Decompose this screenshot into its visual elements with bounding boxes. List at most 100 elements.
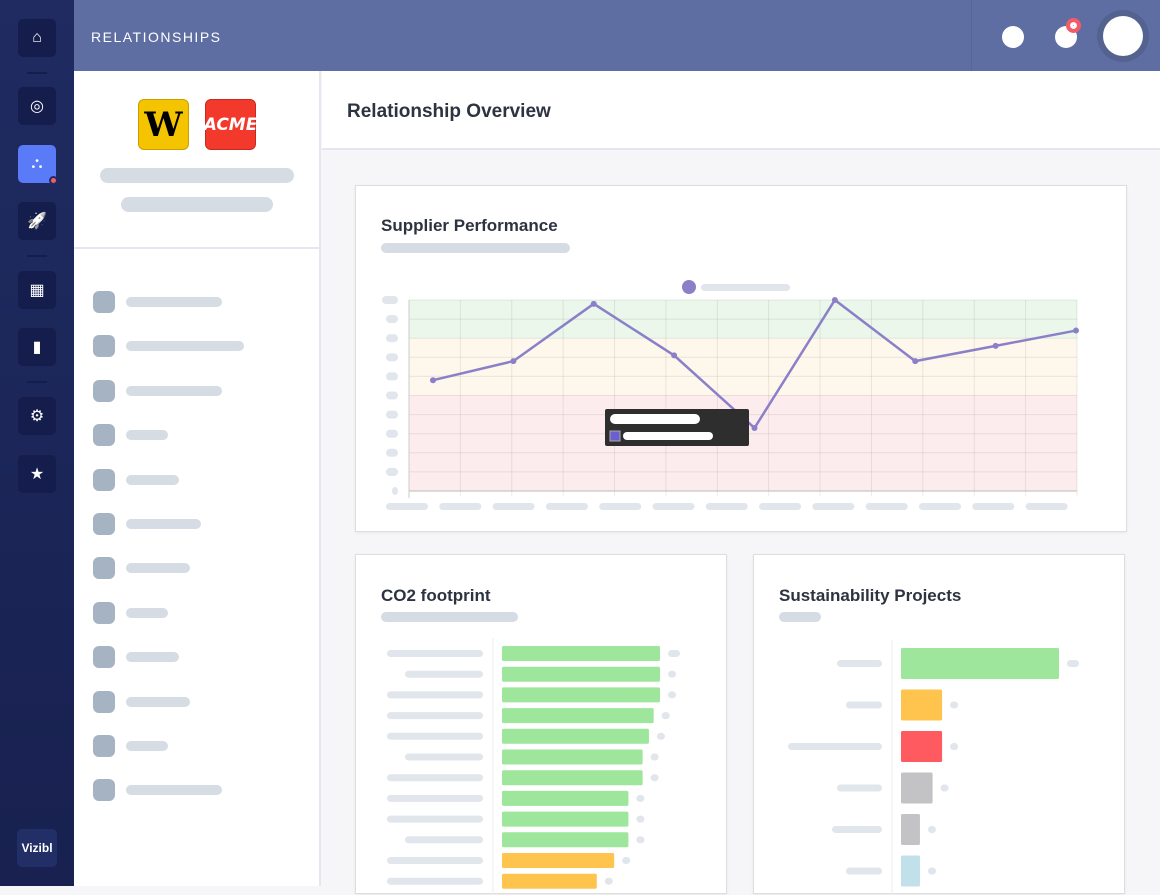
bar [502, 749, 643, 765]
category-label-placeholder [788, 743, 882, 750]
y-tick-label-placeholder [386, 334, 398, 343]
list-item-label-placeholder [126, 519, 201, 529]
bar [502, 666, 660, 682]
bar [502, 832, 629, 848]
data-point [912, 358, 919, 365]
bar [502, 687, 660, 703]
value-label-placeholder [636, 815, 645, 823]
list-item-icon [93, 601, 115, 624]
list-item-icon [93, 690, 115, 713]
list-item-label-placeholder [126, 785, 222, 796]
home-icon: ⌂ [32, 29, 42, 46]
legend-marker [682, 280, 696, 294]
y-tick-label-placeholder [386, 410, 398, 419]
category-label-placeholder [846, 701, 882, 709]
list-item-icon [93, 424, 115, 447]
panel-divider [74, 247, 319, 249]
category-label-placeholder [387, 691, 483, 699]
help-icon[interactable] [1002, 26, 1024, 48]
value-label-placeholder [656, 732, 665, 740]
category-label-placeholder [387, 815, 483, 823]
co2-footprint-chart [387, 638, 680, 895]
card-subtitle-placeholder [381, 612, 518, 622]
x-tick-label-placeholder [812, 503, 855, 510]
list-item-label-placeholder [126, 696, 190, 707]
avatar[interactable] [1103, 16, 1143, 56]
list-item-icon [93, 646, 115, 669]
value-label-placeholder [940, 784, 949, 792]
bar [901, 648, 1059, 679]
value-label-placeholder [636, 836, 645, 844]
tooltip-title-placeholder [610, 414, 700, 424]
value-label-placeholder [950, 701, 959, 709]
list-item-icon [93, 513, 115, 535]
nav-button-building[interactable]: ▦ [18, 271, 56, 309]
rocket-icon: 🚀 [27, 213, 47, 230]
category-label-placeholder [387, 857, 483, 864]
value-label-placeholder [668, 691, 676, 699]
data-point [831, 297, 838, 303]
page-title: Relationship Overview [347, 101, 551, 122]
list-item-label-placeholder [126, 741, 168, 751]
relationship-subtitle-placeholder [121, 197, 273, 212]
category-label-placeholder [405, 753, 483, 761]
nav-button-gear[interactable]: ⚙ [18, 397, 56, 435]
data-point [671, 352, 678, 359]
list-item-icon [93, 557, 115, 580]
header-divider [971, 0, 972, 71]
card-subtitle-placeholder [381, 243, 570, 253]
main-nav: ⌂ ◎ ⛬ 🚀 ▦ ▮ ⚙ ★ Vizibl [0, 0, 74, 886]
supplier-logo-acme: ACME [204, 99, 257, 150]
category-label-placeholder [387, 877, 483, 885]
data-point [751, 424, 758, 431]
list-item-icon [93, 335, 115, 358]
star-icon: ★ [29, 466, 45, 483]
performance-band [409, 300, 1077, 339]
nav-button-target[interactable]: ◎ [18, 87, 56, 125]
nav-button-bar-chart[interactable]: ▮ [18, 328, 56, 366]
brand-logo[interactable]: Vizibl [17, 829, 57, 867]
supplier-performance-chart [382, 280, 1079, 510]
bar [901, 731, 943, 762]
list-item-label-placeholder [126, 341, 244, 352]
list-item-icon [93, 379, 115, 402]
category-label-placeholder [387, 712, 483, 720]
value-label-placeholder [927, 867, 936, 875]
list-item-label-placeholder [126, 430, 168, 441]
bar [901, 689, 943, 721]
card-subtitle-placeholder [779, 612, 821, 622]
category-label-placeholder [387, 650, 483, 657]
value-label-placeholder [604, 877, 613, 885]
y-tick-label-placeholder [386, 429, 398, 438]
list-item-icon [93, 779, 115, 802]
category-label-placeholder [405, 670, 483, 678]
category-label-placeholder [387, 794, 483, 802]
card-title: Sustainability Projects [779, 586, 962, 605]
nav-button-star[interactable]: ★ [18, 455, 56, 493]
list-item-label-placeholder [126, 297, 222, 307]
y-tick-label-placeholder [386, 448, 398, 457]
data-point [510, 358, 517, 365]
nav-button-home[interactable]: ⌂ [18, 19, 56, 57]
gear-icon: ⚙ [29, 408, 45, 425]
nav-divider [27, 72, 47, 74]
y-tick-label-placeholder [392, 487, 398, 495]
value-label-placeholder [668, 650, 680, 657]
nav-button-network[interactable]: ⛬ [18, 145, 58, 185]
bar [502, 873, 597, 889]
bar [901, 814, 920, 845]
category-label-placeholder [837, 660, 882, 667]
building-icon: ▦ [29, 282, 45, 299]
value-label-placeholder [927, 826, 936, 833]
bar [502, 853, 615, 868]
value-label-placeholder [1067, 660, 1079, 667]
value-label-placeholder [950, 743, 959, 750]
list-item-label-placeholder [126, 652, 179, 663]
nav-button-rocket[interactable]: 🚀 [18, 202, 56, 240]
list-item-icon [93, 291, 115, 313]
notification-badge [1066, 18, 1081, 33]
x-tick-label-placeholder [386, 503, 428, 510]
x-tick-label-placeholder [705, 503, 748, 510]
category-label-placeholder [387, 732, 483, 740]
y-tick-label-placeholder [386, 353, 398, 362]
